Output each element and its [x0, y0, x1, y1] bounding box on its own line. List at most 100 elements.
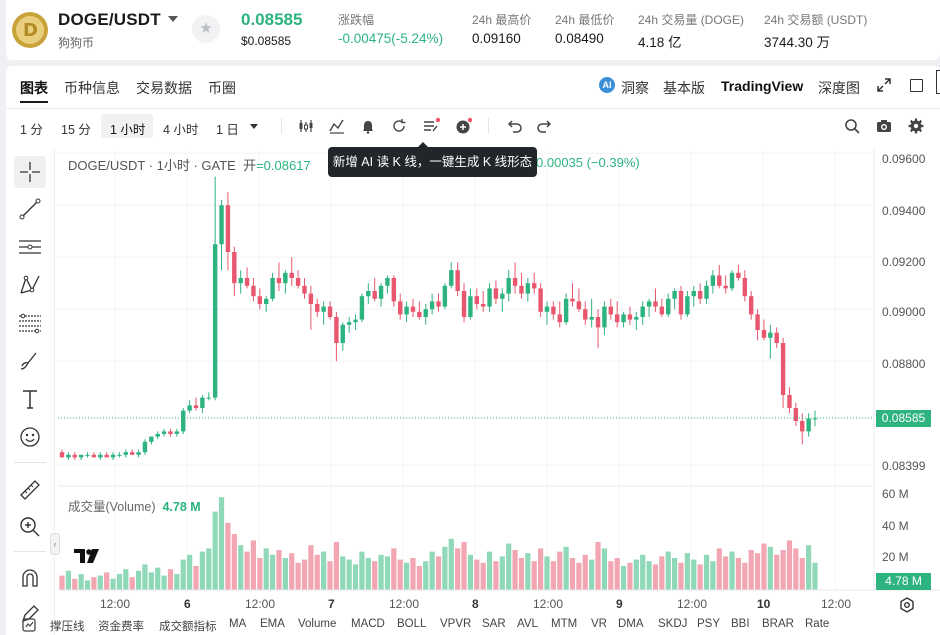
indicator-14[interactable]: SKDJ — [658, 618, 688, 630]
indicator-5[interactable]: Volume — [298, 618, 337, 630]
volume-bar — [257, 558, 263, 590]
indicator-11[interactable]: MTM — [551, 618, 578, 630]
tf-1h[interactable]: 1 小时 — [110, 123, 146, 137]
pattern-tool[interactable] — [14, 269, 46, 301]
emoji-tool[interactable] — [14, 421, 46, 453]
volume-bar — [167, 569, 174, 590]
last-price-usd: $0.08585 — [241, 34, 292, 48]
alert-icon[interactable] — [359, 117, 377, 135]
indicator-9[interactable]: SAR — [482, 618, 506, 630]
brush-tool[interactable] — [14, 345, 46, 377]
indicators-icon[interactable] — [328, 117, 346, 135]
indicator-15[interactable]: PSY — [697, 618, 721, 630]
add-icon[interactable] — [454, 117, 472, 135]
tab-community[interactable]: 币圈 — [208, 80, 236, 96]
search-icon[interactable] — [843, 117, 861, 135]
volume-bar — [397, 559, 403, 590]
indicator-10[interactable]: AVL — [517, 618, 538, 630]
popout-icon[interactable] — [910, 79, 923, 92]
volume-bar — [276, 550, 282, 590]
candle-body — [206, 397, 211, 399]
indicator-3[interactable]: MA — [229, 618, 247, 630]
candle-body — [327, 306, 333, 317]
tab-chart[interactable]: 图表 — [20, 80, 48, 96]
volume-bar — [123, 569, 129, 590]
current-price-tag: 0.08585 — [876, 410, 931, 427]
undo-icon[interactable] — [505, 117, 523, 135]
pair-selector[interactable]: DOGE/USDT — [58, 10, 161, 29]
ai-kline-icon[interactable] — [422, 117, 440, 135]
volume-bar — [78, 574, 84, 590]
volume-bar — [65, 570, 71, 590]
indicator-bar-icon[interactable] — [22, 618, 36, 632]
view-depth[interactable]: 深度图 — [818, 80, 860, 96]
volume-bar — [557, 551, 563, 590]
tf-1d[interactable]: 1 日 — [216, 123, 239, 137]
indicator-18[interactable]: Rate — [805, 618, 830, 630]
chevron-down-icon[interactable] — [168, 16, 178, 22]
candle-body — [602, 306, 607, 328]
indicator-8[interactable]: VPVR — [440, 618, 472, 630]
candle-body — [755, 314, 760, 330]
view-insight[interactable]: 洞察 — [621, 80, 649, 96]
tf-4h[interactable]: 4 小时 — [163, 123, 199, 137]
fullscreen-icon[interactable] — [877, 78, 891, 92]
ai-insight-icon[interactable]: AI — [599, 77, 615, 93]
magnet-tool[interactable] — [14, 562, 46, 594]
camera-icon[interactable] — [875, 117, 893, 135]
replay-icon[interactable] — [390, 117, 408, 135]
tf-15m[interactable]: 15 分 — [61, 123, 91, 137]
measure-tool[interactable] — [14, 474, 46, 506]
price-tick: 0.08399 — [882, 459, 926, 473]
volume-bar — [620, 566, 627, 590]
volume-bar — [59, 575, 65, 590]
candlesticks — [59, 176, 818, 460]
volume-legend-value: 4.78 M — [162, 500, 201, 514]
volume-bar — [691, 559, 697, 590]
indicator-12[interactable]: VR — [591, 618, 607, 630]
indicator-17[interactable]: BRAR — [762, 618, 794, 630]
ticker-header — [6, 0, 940, 60]
redo-icon[interactable] — [536, 117, 554, 135]
price-tick: 0.08800 — [882, 357, 926, 371]
text-tool[interactable] — [14, 383, 46, 415]
tab-trade-data[interactable]: 交易数据 — [136, 80, 192, 96]
indicator-2[interactable]: 成交额指标 — [159, 621, 217, 633]
timeframe-dropdown-icon[interactable] — [250, 124, 258, 129]
view-tradingview[interactable]: TradingView — [721, 78, 804, 94]
tf-1m[interactable]: 1 分 — [20, 123, 43, 137]
axis-settings-icon[interactable] — [899, 597, 915, 613]
indicator-16[interactable]: BBI — [731, 618, 750, 630]
indicator-4[interactable]: EMA — [260, 618, 285, 630]
indicator-7[interactable]: BOLL — [397, 618, 427, 630]
crosshair-tool[interactable] — [14, 156, 46, 188]
indicator-0[interactable]: 撑压线 — [50, 621, 85, 633]
star-icon[interactable]: ★ — [192, 15, 220, 43]
indicator-13[interactable]: DMA — [618, 618, 644, 630]
view-basic[interactable]: 基本版 — [663, 80, 705, 96]
volume-bar — [206, 548, 212, 590]
timeframe-active-bg — [101, 114, 153, 138]
volume-bar — [563, 546, 569, 590]
candle-body — [589, 317, 594, 320]
indicator-6[interactable]: MACD — [351, 618, 385, 630]
volume-bar — [678, 562, 684, 590]
zoom-in-icon — [20, 517, 40, 537]
stat-low-label: 24h 最低价 — [555, 13, 615, 27]
tab-coin-info[interactable]: 币种信息 — [64, 80, 120, 96]
collapse-toolbar-button[interactable]: ‹ — [50, 533, 60, 555]
horizontal-lines-tool[interactable] — [14, 231, 46, 263]
settings-gear-icon[interactable] — [907, 117, 925, 135]
fib-tool[interactable] — [14, 307, 46, 339]
candle-type-icon[interactable] — [297, 117, 315, 135]
candle-body — [710, 275, 716, 286]
trendline-tool[interactable] — [14, 193, 46, 225]
candle-body — [717, 275, 722, 286]
indicator-1[interactable]: 资金费率 — [98, 621, 144, 633]
volume-bar — [742, 562, 748, 590]
volume-bar — [372, 561, 378, 590]
zoom-tool[interactable] — [14, 511, 46, 543]
candle-body — [91, 454, 97, 458]
volume-bar — [155, 567, 161, 590]
